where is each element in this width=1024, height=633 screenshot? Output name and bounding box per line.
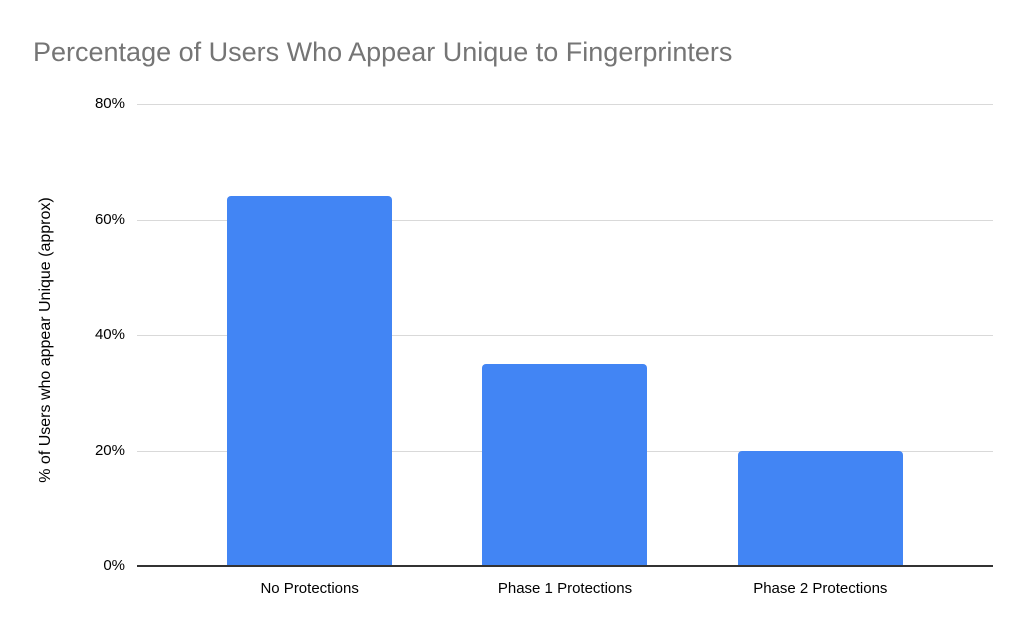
bar-series (137, 104, 993, 566)
x-category-labels: No Protections Phase 1 Protections Phase 2… (137, 580, 993, 598)
bar-phase-2-protections (737, 450, 903, 566)
x-label-phase-2-protections: Phase 2 Protections (753, 580, 888, 597)
x-label-phase-1-protections: Phase 1 Protections (497, 580, 633, 597)
x-axis-line (137, 565, 993, 567)
bar-cell-phase-2-protections (693, 104, 948, 566)
bar-no-protections (227, 196, 393, 566)
y-tick-label-40: 40% (94, 326, 125, 343)
bar-cell-phase-1-protections (437, 104, 692, 566)
y-tick-label-80: 80% (94, 95, 125, 112)
gridline-80 (137, 104, 993, 105)
y-tick-label-0: 0% (103, 557, 125, 574)
y-tick-label-20: 20% (94, 441, 125, 459)
gridline-40 (137, 335, 993, 336)
y-tick-label-60: 60% (94, 210, 125, 228)
gridline-60 (137, 219, 993, 221)
bar-cell-no-protections (182, 104, 437, 566)
chart-title: Percentage of Users Who Appear Unique to… (33, 37, 733, 67)
plot-area (137, 104, 993, 567)
bar-phase-1-protections (482, 363, 648, 566)
x-label-no-protections: No Protections (260, 580, 359, 597)
